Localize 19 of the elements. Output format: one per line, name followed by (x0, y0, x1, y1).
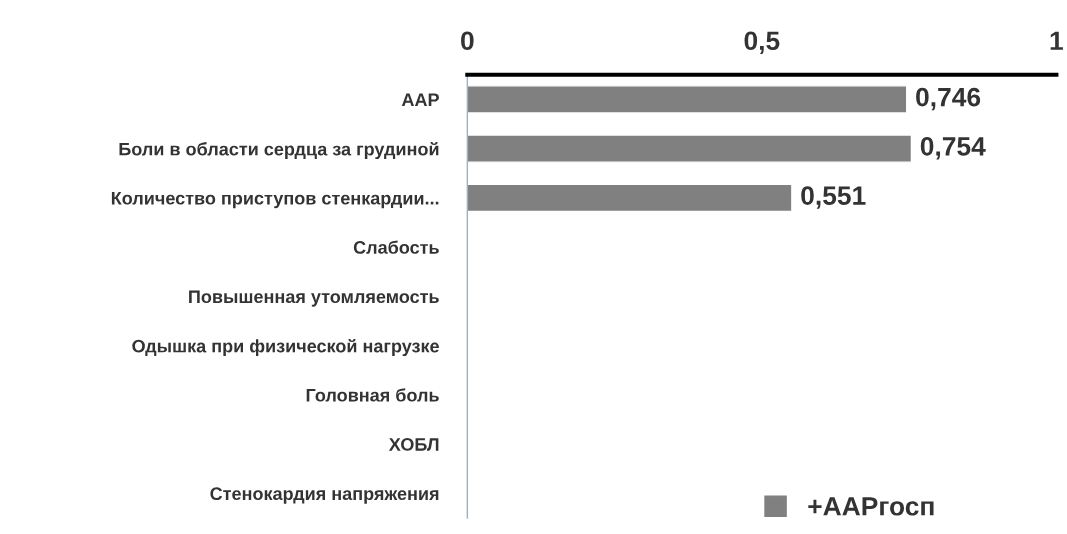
bar (467, 134, 913, 163)
y-tick-label: Стенокардия напряжения (210, 487, 439, 504)
y-tick-label: Повышенная утомляемость (189, 290, 439, 307)
data-label: 0,746 (916, 87, 981, 111)
bar (467, 85, 908, 114)
y-tick-label: Слабость (353, 240, 439, 254)
y-tick-label: Одышка при физической нагрузке (132, 338, 439, 357)
data-label: 0,551 (801, 186, 866, 209)
data-label: 0,754 (920, 137, 986, 160)
y-tick-label: ААР (401, 93, 439, 106)
y-tick-label: Количество приступов стенкардии... (111, 192, 439, 209)
y-tick-label: Боли в области сердца за грудиной (119, 141, 439, 160)
x-tick-label: 0,5 (744, 31, 780, 54)
x-tick-label: 0 (461, 31, 474, 51)
legend-label: +ААРгосп (808, 497, 934, 516)
y-tick-label: Головная боль (306, 388, 439, 402)
bar (467, 183, 793, 213)
x-tick-label: 1 (1050, 31, 1063, 50)
y-tick-label: ХОБЛ (388, 438, 439, 451)
